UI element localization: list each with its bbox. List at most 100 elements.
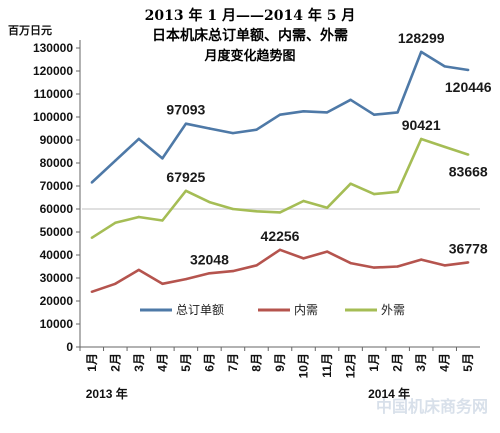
data-label: 83668 <box>449 164 488 180</box>
x-tick-label: 4月 <box>438 353 452 372</box>
x-tick-label: 8月 <box>249 353 263 372</box>
series-point <box>255 210 258 213</box>
series-point <box>184 277 188 281</box>
series-point <box>372 192 376 196</box>
series-point <box>114 282 117 285</box>
x-tick-label: 1月 <box>367 353 381 372</box>
series-point <box>396 190 399 193</box>
series-point <box>467 68 470 72</box>
series-point <box>420 137 423 141</box>
series-point <box>325 206 329 209</box>
x-tick-label: 4月 <box>155 353 169 372</box>
legend-label: 外需 <box>381 303 405 317</box>
data-label: 120446 <box>445 79 492 95</box>
y-tick-label: 0 <box>66 340 73 354</box>
series-point <box>302 199 305 203</box>
series-point <box>278 211 282 214</box>
x-tick-label: 7月 <box>226 353 240 372</box>
series-point <box>184 122 188 125</box>
series-point <box>208 272 211 275</box>
chart-title: 2013 年 1 月——2014 年 5 月 日本机床总订单额、内需、外需 月度… <box>145 7 356 64</box>
y-tick-label: 120000 <box>33 64 73 78</box>
series-point <box>396 111 399 114</box>
series-point <box>349 98 352 102</box>
series-point <box>231 269 235 273</box>
series-point <box>255 264 258 267</box>
series-point <box>372 266 376 269</box>
legend-label: 总订单额 <box>176 303 224 317</box>
data-label: 32048 <box>190 251 229 267</box>
x-tick-label: 6月 <box>202 353 216 372</box>
series-point <box>90 181 94 184</box>
data-label: 128299 <box>398 30 445 46</box>
series-point <box>467 153 470 156</box>
series-point <box>349 182 352 185</box>
data-label: 97093 <box>166 102 205 118</box>
x-tick-label: 5月 <box>461 353 475 372</box>
series-point <box>443 145 446 149</box>
series-line <box>91 137 469 239</box>
legend-label: 内需 <box>294 303 318 317</box>
series-point <box>372 113 376 116</box>
title-line-1: 2013 年 1 月——2014 年 5 月 <box>145 7 356 24</box>
series-point <box>443 65 446 68</box>
legend: 总订单额 内需 外需 <box>140 303 405 317</box>
x-tick-label: 3月 <box>414 353 428 372</box>
series-point <box>302 257 305 260</box>
series-point <box>184 189 188 192</box>
series-point <box>302 110 305 113</box>
data-labels: 97093 128299 120446 67925 90421 83668 32048 422… <box>166 30 491 267</box>
series-point <box>278 248 282 251</box>
series-point <box>349 261 352 265</box>
series-point <box>396 265 399 268</box>
data-label: 36778 <box>449 240 488 256</box>
y-tick-label: 20000 <box>40 294 74 308</box>
series-point <box>467 261 470 264</box>
x-tick-label: 2月 <box>391 353 405 372</box>
series-point <box>231 131 235 135</box>
y-tick-label: 10000 <box>40 317 74 331</box>
series-point <box>90 290 94 293</box>
y-tick-label: 60000 <box>40 202 74 216</box>
y-tick-label: 70000 <box>40 179 74 193</box>
y-tick-label: 50000 <box>40 225 74 239</box>
series-layer <box>90 50 470 294</box>
x-tick-label: 9月 <box>273 353 287 372</box>
watermark-text: 中国机床商务网 <box>376 397 488 416</box>
x-year-label: 2014 年 <box>368 386 410 401</box>
y-tick-label: 40000 <box>40 248 74 262</box>
series-point <box>161 282 164 285</box>
series-point <box>114 221 117 224</box>
y-tick-label: 90000 <box>40 133 74 147</box>
series-point <box>420 258 423 261</box>
y-tick-label: 110000 <box>34 87 74 101</box>
series-point <box>443 264 446 267</box>
series-point <box>325 111 329 114</box>
x-tick-label: 1月 <box>85 353 99 372</box>
series-point <box>255 128 258 131</box>
y-tick-label: 30000 <box>40 271 74 285</box>
x-tick-label: 2月 <box>108 353 122 372</box>
series-point <box>90 236 94 239</box>
x-tick-label: 10月 <box>297 353 311 378</box>
y-tick-label: 100000 <box>33 110 73 124</box>
series-point <box>137 137 140 141</box>
data-label: 42256 <box>261 228 300 244</box>
series-point <box>208 200 211 204</box>
series-point <box>420 50 423 54</box>
y-tick-label: 80000 <box>40 156 74 170</box>
x-tick-label: 12月 <box>344 353 358 378</box>
x-tick-label: 11月 <box>320 353 334 378</box>
title-line-3: 月度变化趋势图 <box>203 48 295 64</box>
series-line <box>91 248 469 294</box>
series-point <box>137 215 140 219</box>
title-line-2: 日本机床总订单额、内需、外需 <box>152 27 348 44</box>
x-tick-label: 3月 <box>132 353 146 372</box>
series-point <box>231 207 235 211</box>
series-point <box>137 268 140 272</box>
y-tick-label: 130000 <box>33 41 73 55</box>
axes: 0 10000 20000 30000 40000 50000 60000 70000 8000… <box>33 40 480 401</box>
y-axis-unit-label: 百万日元 <box>8 24 52 37</box>
series-point <box>114 159 117 162</box>
